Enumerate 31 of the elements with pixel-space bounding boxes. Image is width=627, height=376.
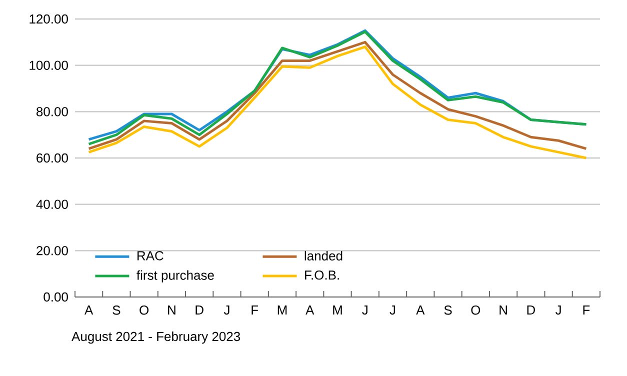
x-tick-label: O [471,306,480,315]
x-tick-label: D [196,306,204,314]
x-tick-label: D [527,306,535,314]
x-tick-label: M [278,306,287,314]
y-tick-label: 60.00 [36,153,68,163]
y-tick-label: 120.00 [30,14,68,24]
x-tick-label: S [444,306,452,315]
y-tick-label: 100.00 [30,60,68,70]
x-tick-label: F [583,306,590,314]
x-tick-label: N [168,306,176,314]
x-tick-label: J [224,306,230,315]
legend-label: landed [304,250,342,260]
legend-label: F.O.B. [305,270,339,280]
x-tick-label: J [362,306,368,315]
y-tick-label: 80.00 [36,107,68,116]
x-tick-label: J [556,306,561,315]
x-tick-label: A [84,306,94,314]
x-tick-label: J [390,306,396,315]
legend-label: first purchase [136,270,214,282]
x-tick-label: F [252,306,258,314]
x-tick-label: O [140,306,149,315]
legend-label: RAC [138,251,164,260]
x-tick-label: A [306,306,314,314]
y-tick-label: 20.00 [36,246,68,256]
x-tick-label: S [112,306,120,315]
x-axis-title: August 2021 - February 2023 [72,332,240,344]
x-tick-label: A [416,306,425,314]
x-tick-label: M [333,306,342,314]
y-tick-label: 0.00 [44,292,68,302]
y-tick-label: 40.00 [36,200,68,209]
x-tick-label: N [500,306,507,314]
